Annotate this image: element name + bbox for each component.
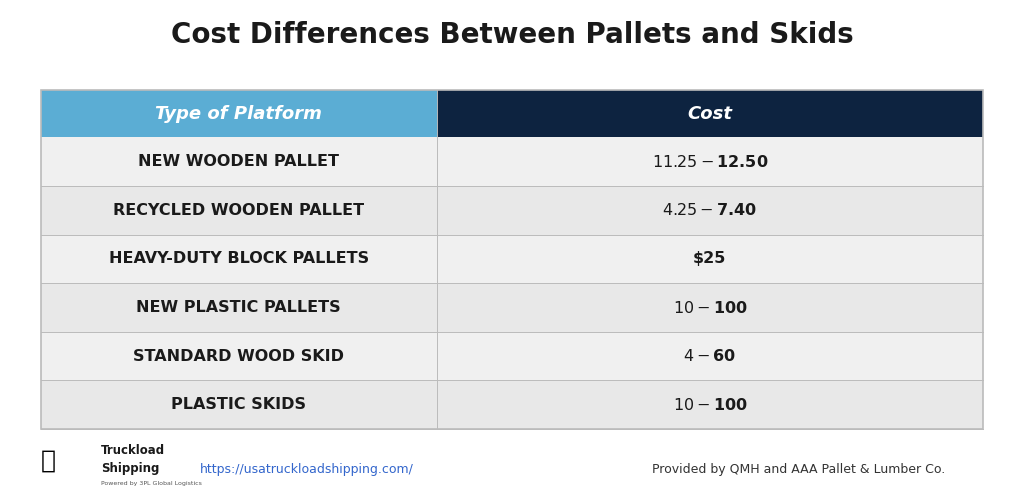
Text: Provided by QMH and AAA Pallet & Lumber Co.: Provided by QMH and AAA Pallet & Lumber … <box>652 463 945 476</box>
Text: PLASTIC SKIDS: PLASTIC SKIDS <box>171 397 306 412</box>
Text: NEW WOODEN PALLET: NEW WOODEN PALLET <box>138 154 339 169</box>
FancyBboxPatch shape <box>41 380 983 429</box>
Text: $25: $25 <box>693 251 726 266</box>
FancyBboxPatch shape <box>41 332 983 380</box>
Text: NEW PLASTIC PALLETS: NEW PLASTIC PALLETS <box>136 300 341 315</box>
Text: Type of Platform: Type of Platform <box>156 104 323 123</box>
Text: HEAVY-DUTY BLOCK PALLETS: HEAVY-DUTY BLOCK PALLETS <box>109 251 369 266</box>
Text: Cost Differences Between Pallets and Skids: Cost Differences Between Pallets and Ski… <box>171 21 853 49</box>
FancyBboxPatch shape <box>436 90 983 137</box>
Text: $10 - $100: $10 - $100 <box>673 397 748 413</box>
Text: RECYCLED WOODEN PALLET: RECYCLED WOODEN PALLET <box>114 203 365 218</box>
Text: $11.25 - $12.50: $11.25 - $12.50 <box>651 154 768 170</box>
Text: Cost: Cost <box>687 104 732 123</box>
FancyBboxPatch shape <box>41 283 983 332</box>
Text: $4.25 - $7.40: $4.25 - $7.40 <box>663 202 758 218</box>
FancyBboxPatch shape <box>41 90 436 137</box>
FancyBboxPatch shape <box>41 186 983 235</box>
Text: $10 - $100: $10 - $100 <box>673 299 748 315</box>
FancyBboxPatch shape <box>41 235 983 283</box>
Text: Shipping: Shipping <box>101 463 160 476</box>
Text: Truckload: Truckload <box>101 445 165 458</box>
Text: 🚛: 🚛 <box>41 449 56 473</box>
Text: Powered by 3PL Global Logistics: Powered by 3PL Global Logistics <box>101 481 202 486</box>
Text: STANDARD WOOD SKID: STANDARD WOOD SKID <box>133 349 344 364</box>
FancyBboxPatch shape <box>41 137 983 186</box>
Text: $4 -$60: $4 -$60 <box>683 348 736 364</box>
Text: https://usatruckloadshipping.com/: https://usatruckloadshipping.com/ <box>201 463 414 476</box>
